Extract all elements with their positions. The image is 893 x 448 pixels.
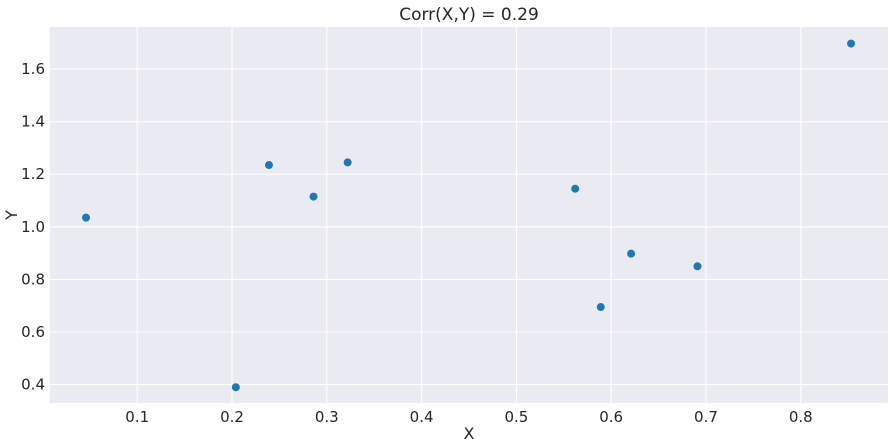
data-point xyxy=(627,249,636,258)
x-tick-label: 0.2 xyxy=(220,408,244,426)
x-tick-label: 0.4 xyxy=(410,408,434,426)
data-points xyxy=(82,39,856,392)
data-point xyxy=(231,383,240,392)
x-tick-label: 0.6 xyxy=(599,408,623,426)
x-tick-label: 0.5 xyxy=(504,408,528,426)
y-axis-label: Y xyxy=(2,210,21,221)
x-tick-label: 0.1 xyxy=(125,408,149,426)
y-tick-label: 0.4 xyxy=(21,376,45,394)
chart-title: Corr(X,Y) = 0.29 xyxy=(399,5,539,25)
data-point xyxy=(309,192,318,201)
y-tick-label: 1.4 xyxy=(21,113,45,131)
data-point xyxy=(571,184,580,193)
y-tick-label: 0.6 xyxy=(21,323,45,341)
y-tick-label: 1.6 xyxy=(21,60,45,78)
x-axis-label: X xyxy=(464,424,475,443)
data-point xyxy=(343,158,352,167)
data-point xyxy=(264,161,273,170)
data-point xyxy=(693,262,702,271)
x-tick-label: 0.3 xyxy=(315,408,339,426)
data-point xyxy=(596,303,605,312)
y-tick-label: 1.0 xyxy=(21,218,45,236)
x-tick-label: 0.8 xyxy=(789,408,813,426)
x-tick-label: 0.7 xyxy=(694,408,718,426)
data-point xyxy=(847,39,856,48)
data-point xyxy=(82,213,91,222)
grid xyxy=(50,27,888,403)
y-tick-label: 0.8 xyxy=(21,270,45,288)
plot-area xyxy=(50,27,888,403)
x-axis-ticks: 0.1 0.2 0.3 0.4 0.5 0.6 0.7 0.8 xyxy=(125,408,812,426)
y-axis-ticks: 0.4 0.6 0.8 1.0 1.2 1.4 1.6 xyxy=(21,60,45,394)
y-tick-label: 1.2 xyxy=(21,165,45,183)
